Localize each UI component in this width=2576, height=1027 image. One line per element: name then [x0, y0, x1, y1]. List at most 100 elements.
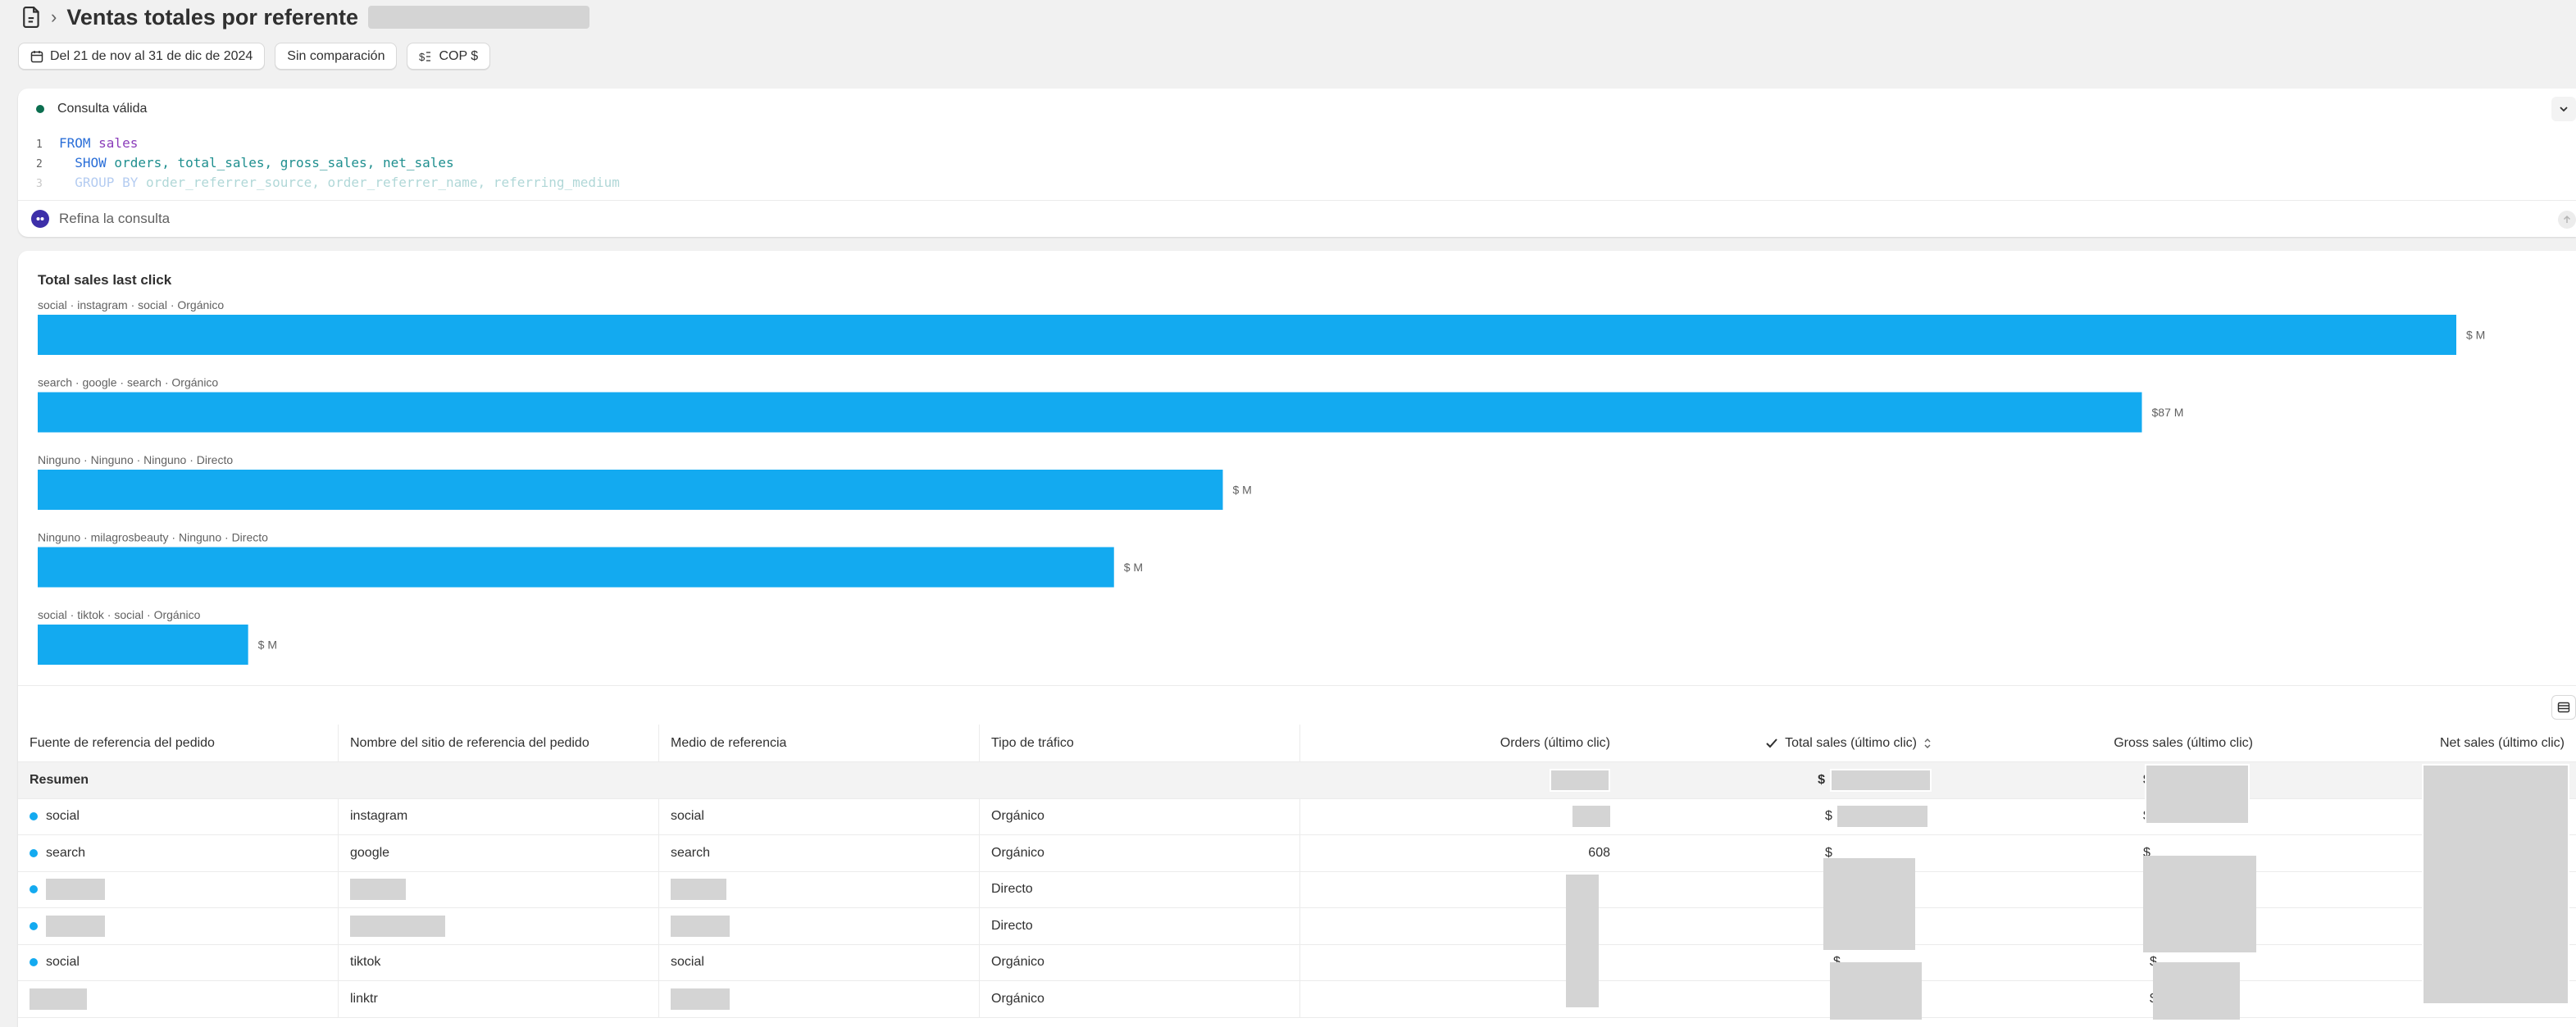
query-editor-card: Consulta válida 1 FROM sales 2 SHOW order…	[18, 89, 2576, 237]
redacted-value	[671, 988, 730, 1010]
bar-chart: social · instagram · social · Orgánico $ …	[38, 298, 2485, 665]
column-header[interactable]: Medio de referencia	[659, 725, 980, 761]
total-sales-cell: $	[1622, 835, 1943, 871]
redacted-value	[350, 915, 445, 937]
code-keyword: FROM	[59, 135, 91, 151]
source-cell: social	[18, 798, 339, 834]
cell-text: tiktok	[350, 955, 381, 970]
traffic-type-cell: Directo	[980, 871, 1300, 907]
bar[interactable]	[38, 470, 1223, 510]
column-header[interactable]: Nombre del sitio de referencia del pedid…	[339, 725, 659, 761]
sort-icon[interactable]	[1923, 737, 1932, 750]
table-body: social instagram social Orgánico $ $ search goo…	[18, 798, 2576, 1018]
medium-cell: social	[659, 944, 980, 980]
column-header-label: Net sales (último clic)	[2439, 735, 2565, 750]
refine-placeholder: Refina la consulta	[59, 211, 171, 226]
column-header-label: Orders (último clic)	[1500, 735, 1610, 750]
toggle-table-button[interactable]	[2551, 695, 2576, 720]
site-cell: linktr	[339, 981, 659, 1017]
code-line: 3 GROUP BY order_referrer_source, order_…	[36, 174, 620, 193]
date-range-button[interactable]: Del 21 de nov al 31 de dic de 2024	[18, 43, 266, 70]
comparison-label: Sin comparación	[287, 48, 385, 63]
medium-cell	[659, 871, 980, 907]
cell-text: social	[46, 955, 80, 970]
redacted-block	[2143, 856, 2256, 952]
table-row[interactable]: social tiktok social Orgánico $ $	[18, 944, 2576, 981]
cell-text: Orgánico	[991, 845, 1045, 860]
money-value: $	[1833, 955, 1841, 970]
traffic-type-cell: Directo	[980, 908, 1300, 944]
currency-button[interactable]: $ COP $	[407, 43, 491, 70]
series-dot-icon	[30, 848, 38, 857]
column-header[interactable]: Gross sales (último clic)	[1943, 725, 2264, 761]
source-cell: social	[18, 944, 339, 980]
series-dot-icon	[30, 812, 38, 821]
table-icon	[2557, 702, 2570, 713]
medium-cell	[659, 981, 980, 1017]
table-row[interactable]: search google search Orgánico 608 $ $	[18, 835, 2576, 872]
cell-text: search	[671, 845, 711, 860]
cell-text: Directo	[991, 918, 1033, 933]
redacted-value	[46, 879, 105, 901]
currency-symbol: $	[1833, 955, 1841, 970]
redacted-title-suffix	[367, 6, 589, 29]
bar[interactable]	[38, 547, 1114, 588]
check-icon	[1766, 738, 1777, 748]
bar[interactable]	[38, 392, 2142, 433]
column-header-sorted[interactable]: Total sales (último clic)	[1622, 725, 1943, 761]
source-cell: search	[18, 835, 339, 871]
column-header-label: Gross sales (último clic)	[2114, 735, 2253, 750]
gross-sales-cell: $	[1943, 945, 2264, 981]
chevron-down-icon	[2560, 107, 2568, 112]
arrow-up-icon	[2563, 215, 2571, 223]
currency-symbol: $	[1825, 809, 1832, 824]
cell-text: social	[671, 955, 704, 970]
table-row[interactable]: Directo$$	[18, 908, 2576, 945]
collapse-editor-button[interactable]	[2551, 97, 2576, 121]
column-header[interactable]: Net sales (último clic)	[2264, 725, 2576, 761]
series-dot-icon	[30, 885, 38, 894]
refine-query-input[interactable]: Refina la consulta	[18, 200, 2576, 237]
column-header[interactable]: Tipo de tráfico	[980, 725, 1300, 761]
breadcrumb-chevron-icon: ›	[51, 7, 57, 27]
date-range-label: Del 21 de nov al 31 de dic de 2024	[50, 48, 253, 63]
redacted-block	[1566, 875, 1599, 1007]
money-value: $	[1825, 846, 1832, 861]
site-cell: google	[339, 835, 659, 871]
chart-title: Total sales last click	[38, 272, 172, 288]
bar[interactable]	[38, 315, 2456, 355]
send-button[interactable]	[2558, 211, 2576, 229]
code-text: orders, total_sales, gross_sales, net_sa…	[106, 155, 454, 170]
code-keyword: SHOW	[75, 155, 107, 170]
filter-bar: Del 21 de nov al 31 de dic de 2024 Sin c…	[18, 43, 491, 70]
report-icon[interactable]	[23, 7, 41, 28]
table-row[interactable]: Directo$$	[18, 871, 2576, 908]
sidekick-icon	[31, 210, 49, 228]
svg-text:$: $	[419, 51, 426, 63]
orders-cell	[1300, 762, 1622, 798]
traffic-type-cell: Orgánico	[980, 981, 1300, 1017]
comparison-button[interactable]: Sin comparación	[275, 43, 398, 70]
currency-symbol: $	[1825, 845, 1832, 860]
status-dot-icon	[36, 105, 44, 113]
column-header[interactable]: Fuente de referencia del pedido	[18, 725, 339, 761]
redacted-block	[1823, 858, 1915, 950]
column-header-label: Medio de referencia	[671, 735, 787, 750]
query-code-editor[interactable]: 1 FROM sales 2 SHOW orders, total_sales, …	[36, 134, 620, 193]
gross-sales-cell: $	[1943, 835, 2264, 871]
column-header[interactable]: Orders (último clic)	[1300, 725, 1622, 761]
currency-exchange-icon: $	[419, 51, 431, 63]
line-number: 2	[36, 158, 43, 170]
code-text: sales	[90, 135, 139, 151]
calendar-icon	[30, 50, 43, 62]
cell-text: instagram	[350, 809, 408, 824]
cell-text: social	[46, 809, 80, 824]
bar-value-label: $ M	[1124, 561, 1143, 574]
total-sales-cell: $	[1622, 799, 1943, 835]
site-cell	[339, 908, 659, 944]
site-cell	[339, 871, 659, 907]
bar-category-label: social · tiktok · social · Orgánico	[38, 608, 201, 621]
bar[interactable]	[38, 625, 248, 665]
source-cell	[18, 871, 339, 907]
